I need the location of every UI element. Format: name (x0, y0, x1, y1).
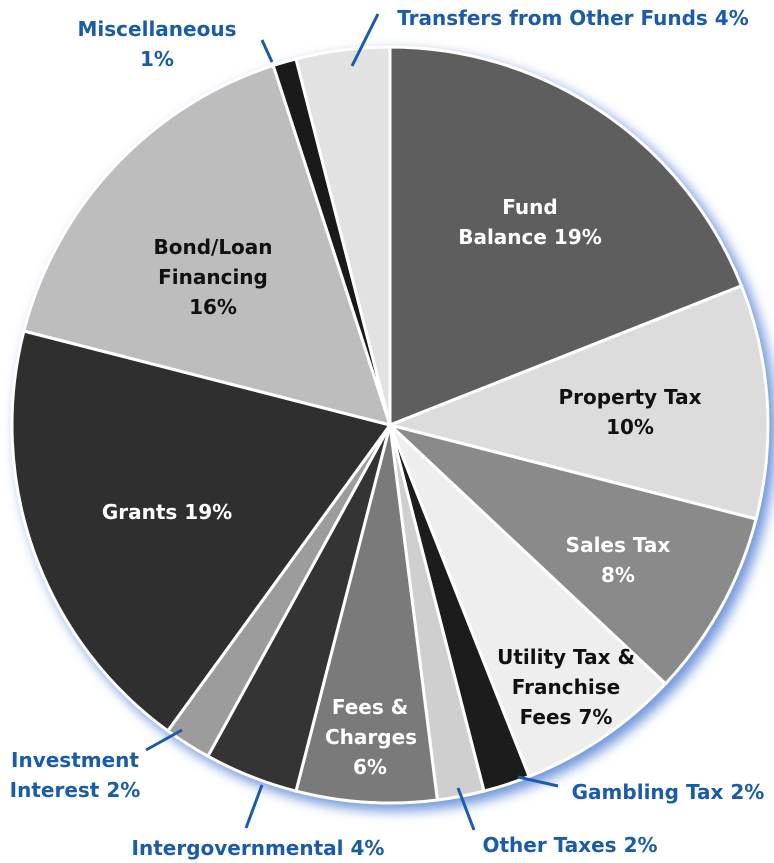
slice-label: Transfers from Other Funds 4% (373, 3, 773, 33)
leader-line (350, 13, 380, 67)
pie-slice (294, 424, 440, 805)
value-label: 16% (189, 295, 237, 319)
pie-slice (22, 63, 393, 428)
slice-label: Investment Interest 2% (0, 745, 150, 805)
category-name: Fund Balance (458, 195, 558, 249)
value-label: 10% (606, 415, 654, 439)
value-label: 4% (350, 836, 385, 860)
category-name: Sales Tax (565, 533, 671, 557)
leader-line (517, 775, 559, 788)
category-name: Investment Interest (9, 748, 139, 802)
value-label: 4% (714, 6, 749, 30)
leader-line (456, 787, 476, 831)
category-name: Other Taxes (482, 833, 617, 857)
slice-label: Grants 19% (82, 497, 252, 527)
slice-label: Fees & Charges 6% (325, 692, 418, 782)
category-name: Miscellaneous (77, 17, 237, 41)
value-label: 2% (623, 833, 658, 857)
category-name: Utility Tax & Franchise Fees (497, 645, 635, 729)
slice-label: Property Tax 10% (555, 382, 705, 442)
category-name: Bond/Loan Financing (153, 235, 273, 289)
value-label: 2% (730, 780, 765, 804)
value-label: 19% (184, 500, 233, 524)
category-name: Property Tax (558, 385, 702, 409)
leader-line (145, 728, 183, 752)
category-name: Intergovernmental (131, 836, 344, 860)
pie-slice (388, 423, 668, 779)
category-name: Transfers from Other Funds (397, 6, 708, 30)
value-label: 1% (140, 47, 174, 71)
slices (10, 45, 770, 805)
value-label: 6% (353, 755, 387, 779)
category-name: Gambling Tax (571, 780, 724, 804)
value-label: 8% (601, 563, 635, 587)
category-name: Fees & Charges (325, 695, 418, 749)
slice-label: Sales Tax 8% (563, 530, 673, 590)
slice-label: Bond/Loan Financing 16% (148, 232, 278, 322)
slice-label: Fund Balance 19% (455, 192, 605, 252)
pie-slice (388, 45, 744, 428)
leader-line (260, 39, 274, 63)
slice-label: Other Taxes 2% (470, 830, 670, 860)
slice-label: Miscellaneous 1% (77, 14, 237, 74)
slice-label: Utility Tax & Franchise Fees 7% (496, 642, 636, 732)
category-name: Grants (101, 500, 178, 524)
value-label: 19% (553, 225, 602, 249)
pie-slice (10, 329, 393, 733)
value-label: 2% (106, 778, 141, 802)
leader-line (244, 784, 264, 829)
pie-slice (385, 283, 770, 521)
slice-label: Intergovernmental 4% (113, 833, 403, 863)
value-label: 7% (578, 705, 613, 729)
pie-slice (388, 423, 758, 686)
slice-label: Gambling Tax 2% (553, 777, 774, 807)
pie-slice (294, 45, 392, 426)
